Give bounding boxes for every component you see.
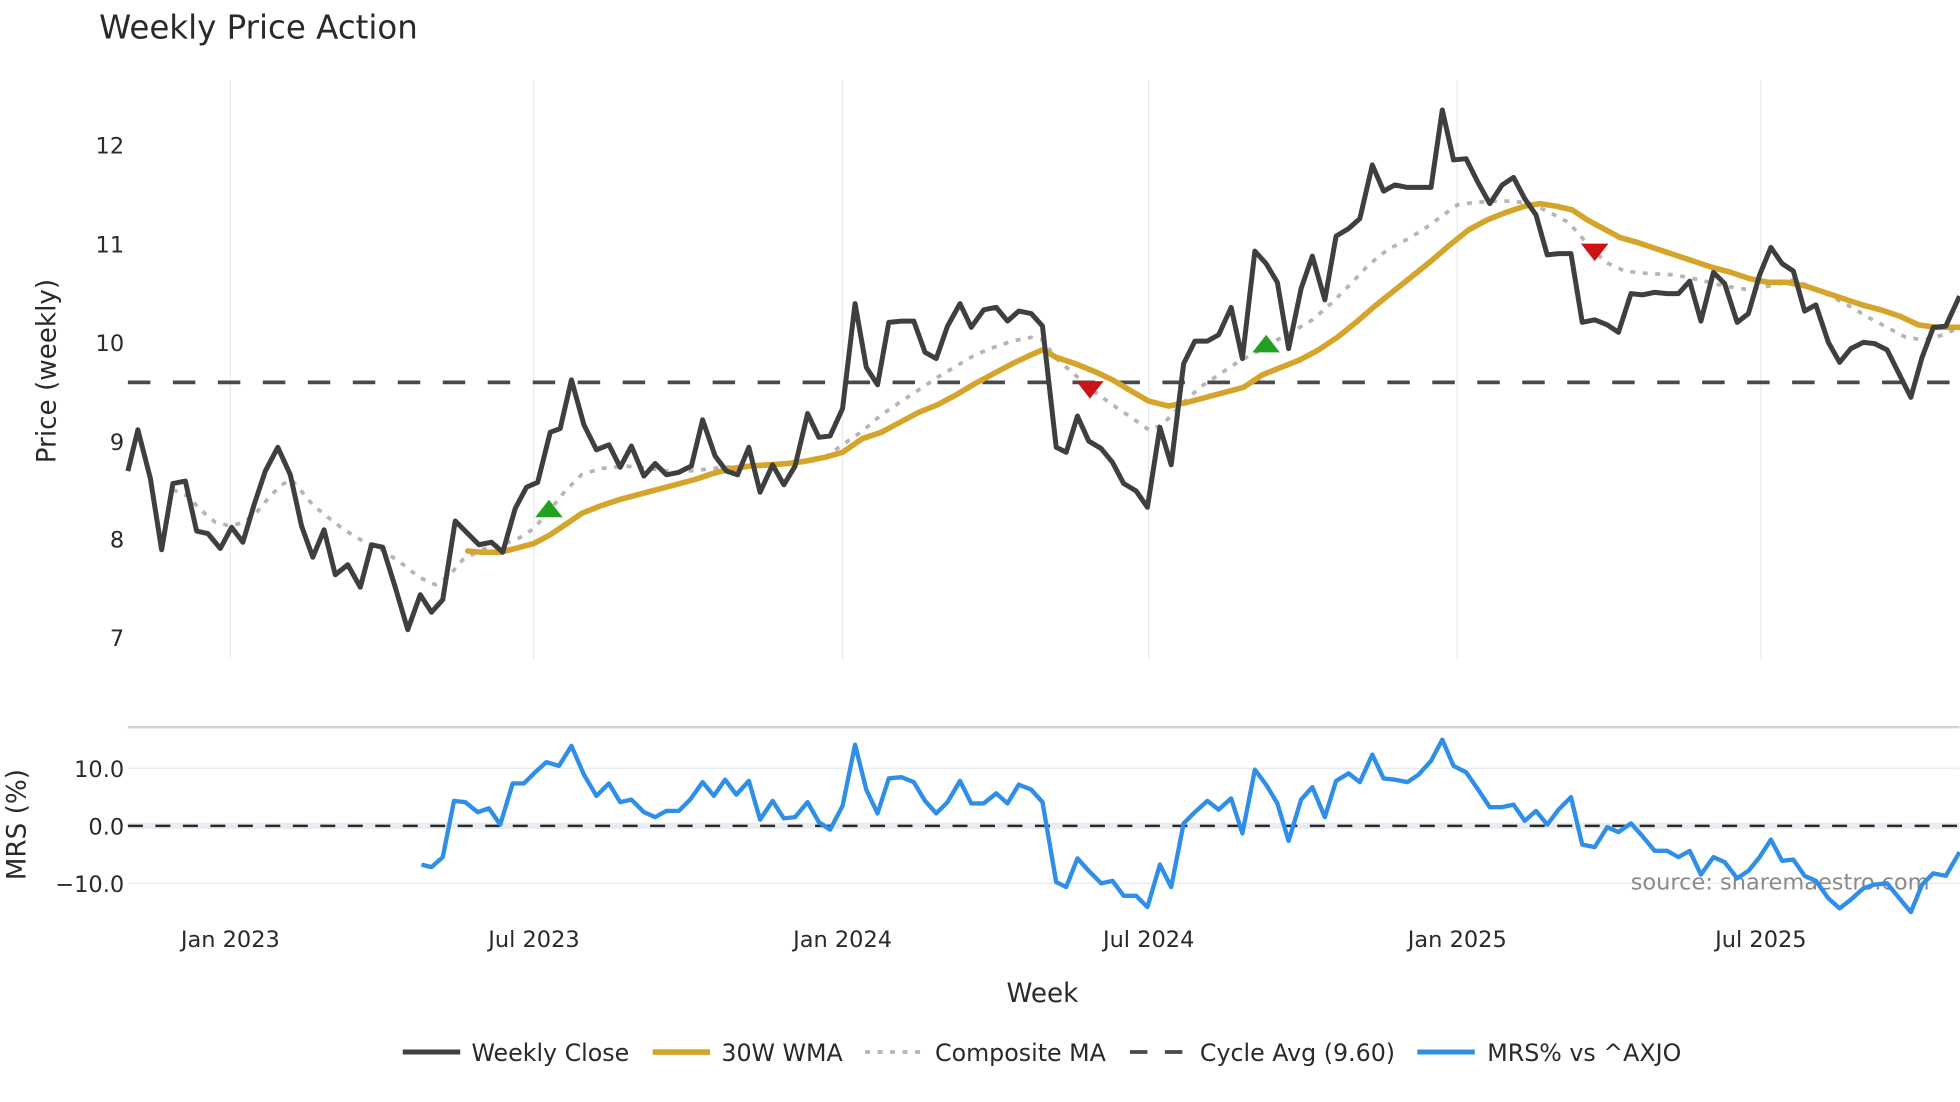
weekly-close-line <box>125 107 1960 633</box>
legend-item-weekly-close[interactable]: Weekly Close <box>402 1039 629 1067</box>
legend: Weekly Close 30W WMA Composite MA Cycle … <box>402 1039 1681 1067</box>
legend-item-wma30[interactable]: 30W WMA <box>652 1039 844 1067</box>
legend-label-wma30: 30W WMA <box>721 1039 843 1067</box>
x-tick-jul-2025: Jul 2025 <box>1713 927 1806 953</box>
sell-signal-marker <box>1076 381 1104 399</box>
x-axis-ticks: Jan 2023 Jul 2023 Jan 2024 Jul 2024 Jan … <box>179 927 1807 953</box>
price-y-tick-7: 7 <box>110 626 124 652</box>
sell-signal-marker <box>1580 243 1609 262</box>
price-vertical-gridlines <box>229 79 1762 660</box>
x-tick-jul-2023: Jul 2023 <box>486 927 579 953</box>
mrs-y-axis-label: MRS (%) <box>2 769 32 880</box>
x-tick-jul-2024: Jul 2024 <box>1101 927 1194 953</box>
legend-item-composite-ma[interactable]: Composite MA <box>865 1039 1107 1067</box>
x-tick-jan-2025: Jan 2025 <box>1406 927 1507 953</box>
legend-label-cycle-avg: Cycle Avg (9.60) <box>1200 1039 1395 1067</box>
legend-label-weekly-close: Weekly Close <box>471 1039 629 1067</box>
legend-label-composite-ma: Composite MA <box>935 1039 1107 1067</box>
x-tick-jan-2024: Jan 2024 <box>791 927 892 953</box>
mrs-line <box>420 737 1960 915</box>
mrs-y-tick-0: 0.0 <box>88 815 124 841</box>
x-axis-label: Week <box>1007 979 1080 1009</box>
legend-item-cycle-avg[interactable]: Cycle Avg (9.60) <box>1129 1039 1395 1067</box>
price-y-tick-8: 8 <box>110 527 124 553</box>
x-tick-jan-2023: Jan 2023 <box>179 927 280 953</box>
price-y-tick-11: 11 <box>96 232 125 258</box>
mrs-y-tick-neg10: −10.0 <box>55 872 124 898</box>
price-y-tick-12: 12 <box>96 134 125 160</box>
price-y-axis-label: Price (weekly) <box>32 279 62 463</box>
price-y-ticks: 12 11 10 9 8 7 <box>96 134 125 652</box>
mrs-y-ticks: 10.0 0.0 −10.0 <box>55 757 124 898</box>
composite-ma-line <box>172 199 1960 587</box>
legend-label-mrs: MRS% vs ^AXJO <box>1487 1039 1681 1067</box>
wma30-line <box>464 200 1960 556</box>
buy-signal-marker <box>1252 334 1280 353</box>
buy-signal-marker <box>535 499 563 518</box>
mrs-y-tick-10: 10.0 <box>74 757 124 783</box>
legend-item-mrs[interactable]: MRS% vs ^AXJO <box>1417 1039 1681 1067</box>
chart-title: Weekly Price Action <box>99 9 418 47</box>
price-y-tick-10: 10 <box>96 331 125 357</box>
price-y-tick-9: 9 <box>110 430 124 456</box>
